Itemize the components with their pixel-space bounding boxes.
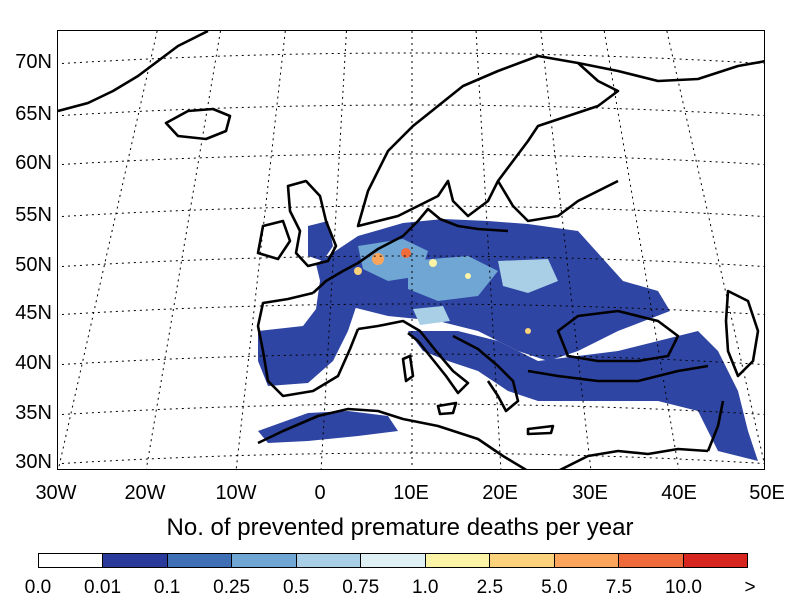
lat-label-70n: 70N — [15, 51, 52, 73]
lon-label-0: 0 — [314, 482, 326, 504]
field-hotspot-6 — [525, 328, 531, 334]
field-po-valley — [413, 306, 450, 325]
colorbar-cell-3 — [232, 554, 297, 567]
field-poland-mid — [498, 259, 558, 293]
coast-balkans — [452, 334, 520, 413]
colorbar-cell-7 — [490, 554, 555, 567]
field-north-africa — [258, 411, 398, 443]
graticule-lon-20 — [475, 31, 502, 469]
colorbar-label-11: > — [744, 577, 756, 598]
lat-label-50n: 50N — [15, 254, 52, 276]
colorbar-cell-6 — [425, 554, 491, 567]
colorbar-cell-8 — [554, 554, 620, 567]
coast-scandinavia — [356, 54, 620, 228]
lat-label-55n: 55N — [15, 204, 52, 226]
graticule-lon-0 — [320, 31, 347, 469]
lon-label-20e: 20E — [482, 482, 518, 504]
graticule-lon--20 — [145, 31, 221, 469]
lat-label-40n: 40N — [15, 352, 52, 374]
colorbar-cell-1 — [103, 554, 168, 567]
graticule-lat-70 — [58, 52, 764, 65]
coast-black-sea — [556, 309, 680, 363]
coast-continent-north — [312, 207, 509, 294]
field-germany-mid — [408, 256, 498, 301]
lat-label-60n: 60N — [15, 152, 52, 174]
coast-north-africa — [257, 407, 528, 469]
coast-med-north — [357, 319, 470, 395]
colorbar-cell-9 — [619, 554, 684, 567]
coast-libya-egypt — [559, 447, 709, 469]
field-hotspot-3 — [429, 259, 437, 267]
colorbar-caption: No. of prevented premature deaths per ye… — [166, 514, 634, 541]
graticule-lat-65 — [58, 104, 764, 117]
colorbar-cell-10 — [683, 554, 747, 567]
coast-baltic — [496, 179, 619, 223]
lon-label-10e: 10E — [393, 482, 429, 504]
graticule-lon-40 — [603, 31, 680, 469]
colorbar-cell-4 — [296, 554, 362, 567]
field-north-band — [316, 219, 670, 361]
graticule-lat-30 — [58, 452, 764, 465]
coast-caspian — [724, 289, 760, 378]
graticule-lat-55 — [58, 205, 764, 218]
prevented-deaths-field — [258, 219, 758, 461]
colorbar-label-2: 0.1 — [153, 577, 181, 598]
coastlines — [58, 31, 764, 469]
coast-sicily — [436, 401, 458, 416]
coast-levant — [706, 400, 725, 452]
coast-kola — [577, 60, 764, 83]
lon-label-30w: 30W — [35, 482, 77, 504]
lon-label-40e: 40E — [661, 482, 697, 504]
graticule-lon--10 — [235, 31, 286, 469]
coast-greenland — [58, 31, 209, 113]
lon-label-30e: 30E — [572, 482, 608, 504]
field-hotspot-1 — [372, 253, 384, 265]
coast-iberia — [256, 291, 360, 398]
colorbar-label-8: 5.0 — [541, 577, 568, 598]
colorbar-label-0: 0.0 — [24, 577, 52, 598]
coast-great-britain — [286, 179, 338, 268]
graticule-lat-50 — [58, 255, 764, 268]
map-panel — [57, 30, 765, 470]
lat-label-45n: 45N — [15, 302, 52, 324]
coast-ireland — [256, 219, 292, 261]
lon-label-10w: 10W — [215, 482, 257, 504]
colorbar-label-1: 0.01 — [84, 577, 122, 598]
colorbar-cell-2 — [167, 554, 233, 567]
field-hotspot-2 — [401, 248, 411, 258]
colorbar — [38, 553, 748, 568]
lon-label-20w: 20W — [124, 482, 166, 504]
field-hotspot-5 — [465, 273, 471, 279]
colorbar-label-3: 0.25 — [213, 577, 251, 598]
graticule-lat-60 — [58, 153, 764, 166]
coast-anatolia — [527, 364, 709, 383]
coast-sardinia — [401, 354, 415, 383]
graticule — [58, 31, 764, 469]
colorbar-cell-5 — [361, 554, 426, 567]
field-south-east — [408, 331, 758, 461]
lat-label-65n: 65N — [15, 103, 52, 125]
colorbar-cell-0 — [39, 554, 104, 567]
graticule-lat-35 — [58, 403, 764, 416]
colorbar-label-6: 1.0 — [412, 577, 439, 598]
lat-label-35n: 35N — [15, 402, 52, 424]
graticule-lon-30 — [540, 31, 592, 469]
colorbar-label-5: 0.75 — [342, 577, 380, 598]
field-british-isles — [308, 221, 333, 261]
lat-label-30n: 30N — [15, 451, 52, 473]
graticule-lon--30 — [58, 31, 158, 469]
graticule-lat-45 — [58, 303, 764, 316]
colorbar-label-10: 10.0 — [664, 577, 702, 598]
coast-iceland — [164, 107, 232, 141]
colorbar-label-4: 0.5 — [282, 577, 310, 598]
coast-crete — [526, 424, 555, 436]
colorbar-label-7: 2.5 — [476, 577, 504, 598]
lon-label-50e: 50E — [749, 482, 785, 504]
europe-map — [58, 31, 764, 469]
field-hotspot-4 — [354, 267, 362, 275]
colorbar-label-9: 7.5 — [605, 577, 633, 598]
graticule-lat-40 — [58, 353, 764, 366]
field-iberia-france — [258, 271, 358, 386]
